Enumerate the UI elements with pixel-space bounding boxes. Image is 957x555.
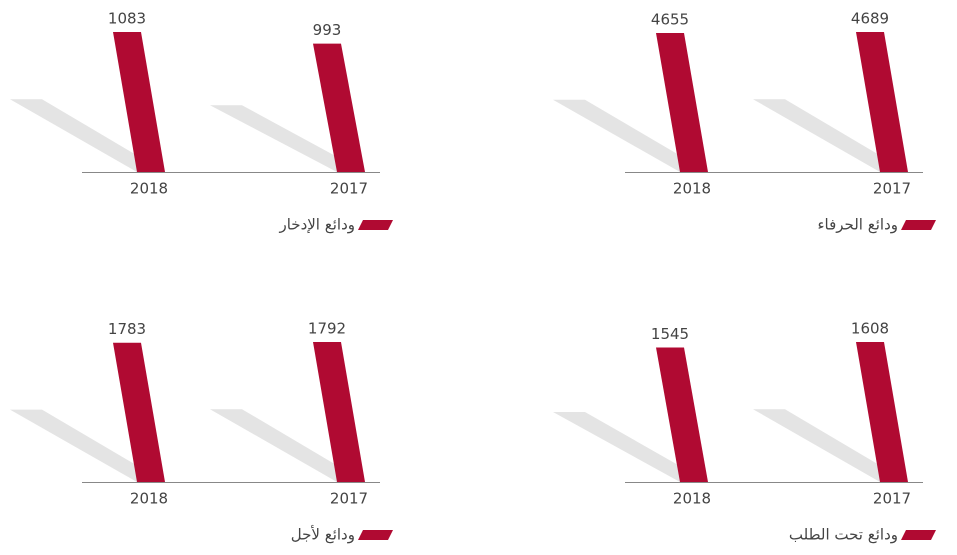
x-tick-label: 2017 — [330, 180, 368, 198]
value-label: 4689 — [851, 10, 889, 28]
bar — [856, 342, 908, 482]
x-tick-label: 2018 — [130, 180, 168, 198]
value-label: 1792 — [308, 320, 346, 338]
x-tick-label: 2017 — [330, 490, 368, 508]
bar — [656, 347, 708, 482]
x-tick-label: 2018 — [130, 490, 168, 508]
legend-label: ودائع لأجل — [291, 525, 355, 544]
value-label: 1545 — [651, 325, 689, 343]
bar-shadow — [553, 99, 708, 172]
bar — [656, 33, 708, 173]
legend-swatch — [358, 220, 393, 230]
bar-shadow — [553, 412, 708, 482]
bar-shadow — [10, 99, 165, 172]
bar — [113, 342, 165, 482]
legend-swatch — [901, 530, 936, 540]
x-tick-label: 2018 — [673, 490, 711, 508]
bar-shadow — [210, 105, 365, 172]
value-label: 1608 — [851, 320, 889, 338]
legend-label: ودائع تحت الطلب — [789, 526, 898, 544]
bar — [856, 32, 908, 172]
bar — [313, 43, 365, 172]
legend-label: ودائع الإدخار — [278, 216, 355, 234]
legend-swatch — [358, 530, 393, 540]
value-label: 1783 — [108, 320, 146, 338]
x-tick-label: 2018 — [673, 180, 711, 198]
legend-swatch — [901, 220, 936, 230]
bar — [313, 342, 365, 482]
bar — [113, 32, 165, 172]
x-tick-label: 2017 — [873, 180, 911, 198]
legend-label: ودائع الحرفاء — [817, 216, 898, 234]
value-label: 993 — [313, 21, 342, 39]
bar-shadow — [753, 99, 908, 172]
value-label: 1083 — [108, 10, 146, 28]
x-tick-label: 2017 — [873, 490, 911, 508]
bar-shadow — [10, 409, 165, 482]
bar-shadow — [210, 409, 365, 482]
value-label: 4655 — [651, 11, 689, 29]
bar-shadow — [753, 409, 908, 482]
